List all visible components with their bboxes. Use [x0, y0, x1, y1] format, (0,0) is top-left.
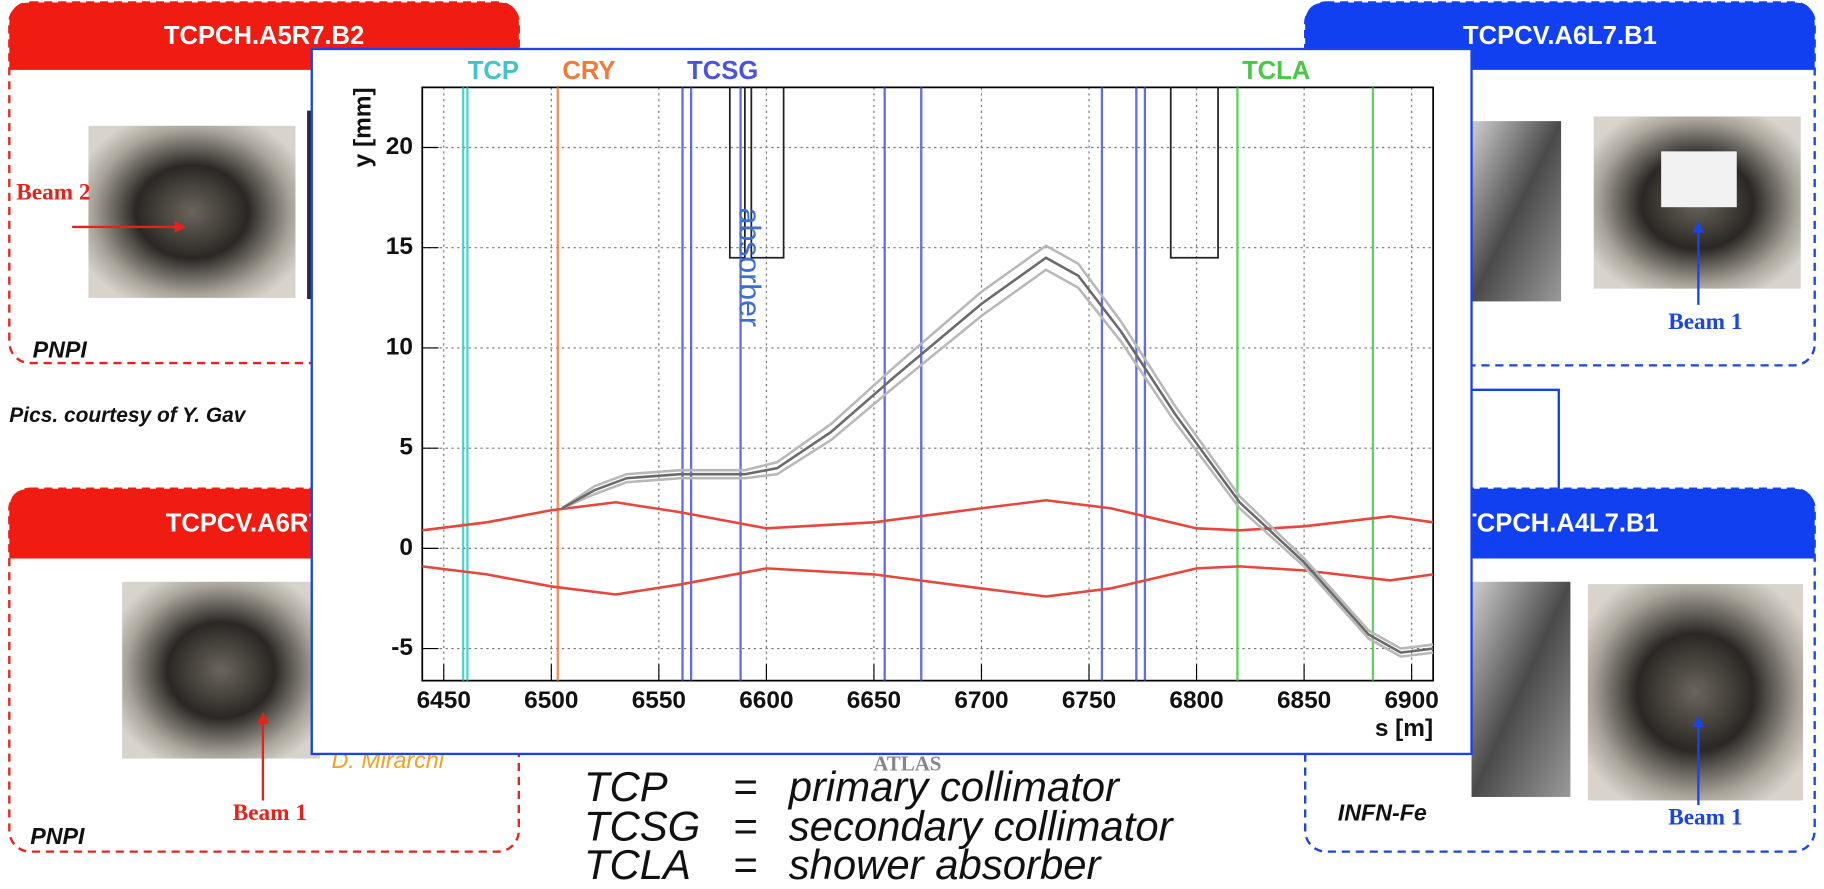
y-tick-label: 5 [399, 434, 413, 461]
series-line [422, 498, 1434, 532]
x-tick-label: 6900 [1384, 687, 1438, 714]
collimator-label: TCSG [687, 57, 758, 85]
series-line [561, 256, 1434, 654]
def-eq: = [733, 841, 757, 888]
collimator-label: CRY [562, 57, 615, 85]
beam-arrows [72, 221, 1705, 806]
beam-label: Beam 1 [1668, 309, 1742, 335]
def-abbr: TCLA [584, 841, 691, 888]
x-tick-label: 6800 [1169, 687, 1223, 714]
beam-label: Beam 1 [233, 800, 307, 826]
x-tick-label: 6700 [954, 687, 1008, 714]
definitions: TCP = primary collimator TCSG = secondar… [584, 763, 1175, 888]
panel-title: TCPCH.A5R7.B2 [164, 22, 364, 50]
y-tick-label: 10 [386, 333, 413, 360]
series-line [561, 268, 1434, 658]
series-line [561, 244, 1434, 650]
panel-title: TCPCV.A6L7.B1 [1463, 22, 1657, 50]
x-axis-label: s [m] [1375, 715, 1433, 742]
def-desc: shower absorber [789, 841, 1103, 888]
watermark: ATLAS [873, 751, 941, 775]
series-line [422, 565, 1434, 598]
def-abbr: TCSG [584, 803, 700, 850]
y-axis-label: y [mm] [350, 87, 377, 167]
def-desc: secondary collimator [789, 803, 1175, 850]
collimator-label: TCP [468, 57, 519, 85]
y-tick-label: -5 [391, 634, 413, 661]
plot-area [421, 86, 1435, 682]
x-tick-label: 6600 [739, 687, 793, 714]
def-eq: = [733, 763, 757, 810]
collimator-label: TCLA [1242, 57, 1310, 85]
credit: Pics. courtesy of Y. Gav [9, 404, 246, 427]
x-tick-label: 6650 [847, 687, 901, 714]
def-desc: primary collimator [787, 763, 1121, 810]
x-tick-label: 6850 [1277, 687, 1331, 714]
beam-label: Beam 1 [1668, 804, 1742, 830]
x-tick-label: 6450 [417, 687, 471, 714]
y-tick-label: 20 [386, 133, 413, 160]
beam-label: Beam 2 [16, 180, 90, 206]
x-tick-label: 6550 [632, 687, 686, 714]
x-tick-label: 6500 [524, 687, 578, 714]
aperture [750, 87, 785, 259]
x-tick-label: 6750 [1062, 687, 1116, 714]
chart-frame [310, 47, 1473, 756]
y-tick-label: 0 [399, 534, 413, 561]
panel-source: PNPI [30, 823, 85, 849]
aperture [728, 87, 746, 259]
def-eq: = [733, 803, 757, 850]
y-tick-label: 15 [386, 233, 413, 260]
chart: 6450 6500 6550 6600 6650 6700 6750 6800 6850 6900… [350, 57, 1439, 742]
annotation: absorber [733, 208, 766, 327]
panel-title: TCPCH.A4L7.B1 [1461, 510, 1659, 538]
panel-source: INFN-Fe [1338, 800, 1427, 826]
def-abbr: TCP [584, 763, 668, 810]
aperture [1169, 87, 1219, 259]
panel-source: PNPI [33, 337, 88, 363]
